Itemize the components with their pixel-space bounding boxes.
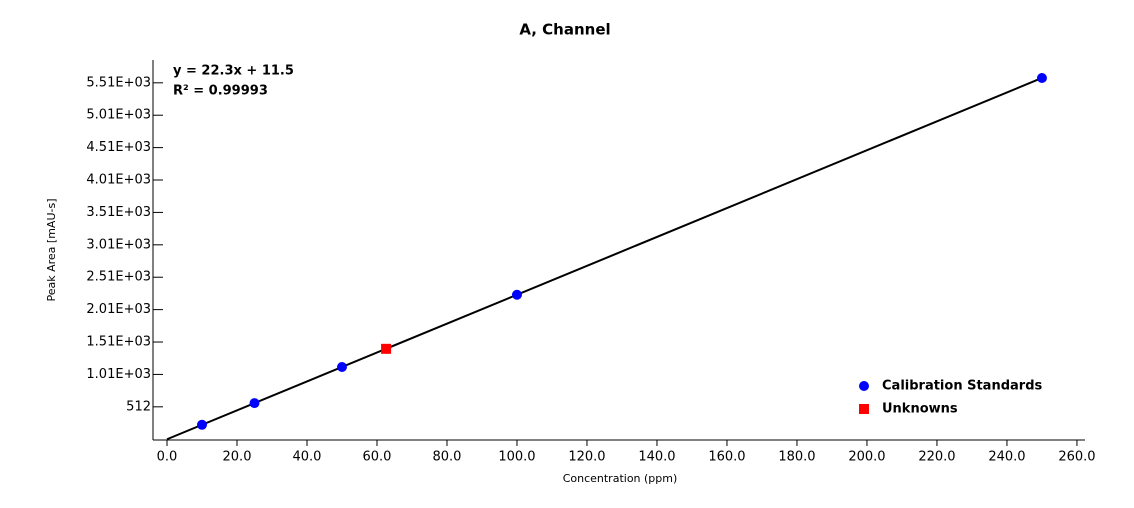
y-tick-label: 4.51E+03 (86, 140, 151, 155)
y-axis-label: Peak Area [mAU-s] (45, 198, 58, 301)
point (196, 419, 207, 430)
chart-title: A, Channel (519, 21, 610, 39)
x-axis-label: Concentration (ppm) (563, 472, 678, 485)
x-tick-label: 0.0 (157, 450, 178, 465)
x-tick-label: 120.0 (568, 450, 605, 465)
y-tick-label: 5.01E+03 (86, 108, 151, 123)
y-tick-label: 2.51E+03 (86, 270, 151, 285)
x-tick-label: 180.0 (778, 450, 815, 465)
y-tick-label: 5.51E+03 (86, 75, 151, 90)
x-tick-label: 40.0 (293, 450, 322, 465)
x-tick-label: 200.0 (848, 450, 885, 465)
x-tick-label: 60.0 (363, 450, 392, 465)
point (511, 289, 522, 300)
legend-marker (859, 404, 869, 414)
x-tick-label: 260.0 (1058, 450, 1095, 465)
point (1036, 72, 1047, 83)
legend-label: Unknowns (882, 402, 958, 417)
point (249, 398, 260, 409)
fit-equation: y = 22.3x + 11.5 (173, 64, 294, 79)
x-tick-label: 100.0 (498, 450, 535, 465)
y-tick-label: 3.01E+03 (86, 237, 151, 252)
x-tick-label: 220.0 (918, 450, 955, 465)
x-tick-label: 20.0 (223, 450, 252, 465)
y-tick-label: 1.01E+03 (86, 367, 151, 382)
x-tick-label: 240.0 (988, 450, 1025, 465)
y-tick-label: 3.51E+03 (86, 205, 151, 220)
point (336, 362, 347, 373)
y-tick-label: 1.51E+03 (86, 335, 151, 350)
x-tick-label: 160.0 (708, 450, 745, 465)
point (381, 343, 392, 354)
y-tick-label: 2.01E+03 (86, 302, 151, 317)
legend-label: Calibration Standards (882, 379, 1042, 394)
x-tick-label: 140.0 (638, 450, 675, 465)
r-squared: R² = 0.99993 (173, 84, 268, 99)
fit-line (166, 77, 1043, 441)
y-tick-label: 512 (126, 399, 151, 414)
legend-marker (859, 381, 869, 391)
x-tick-label: 80.0 (433, 450, 462, 465)
y-tick-label: 4.01E+03 (86, 173, 151, 188)
